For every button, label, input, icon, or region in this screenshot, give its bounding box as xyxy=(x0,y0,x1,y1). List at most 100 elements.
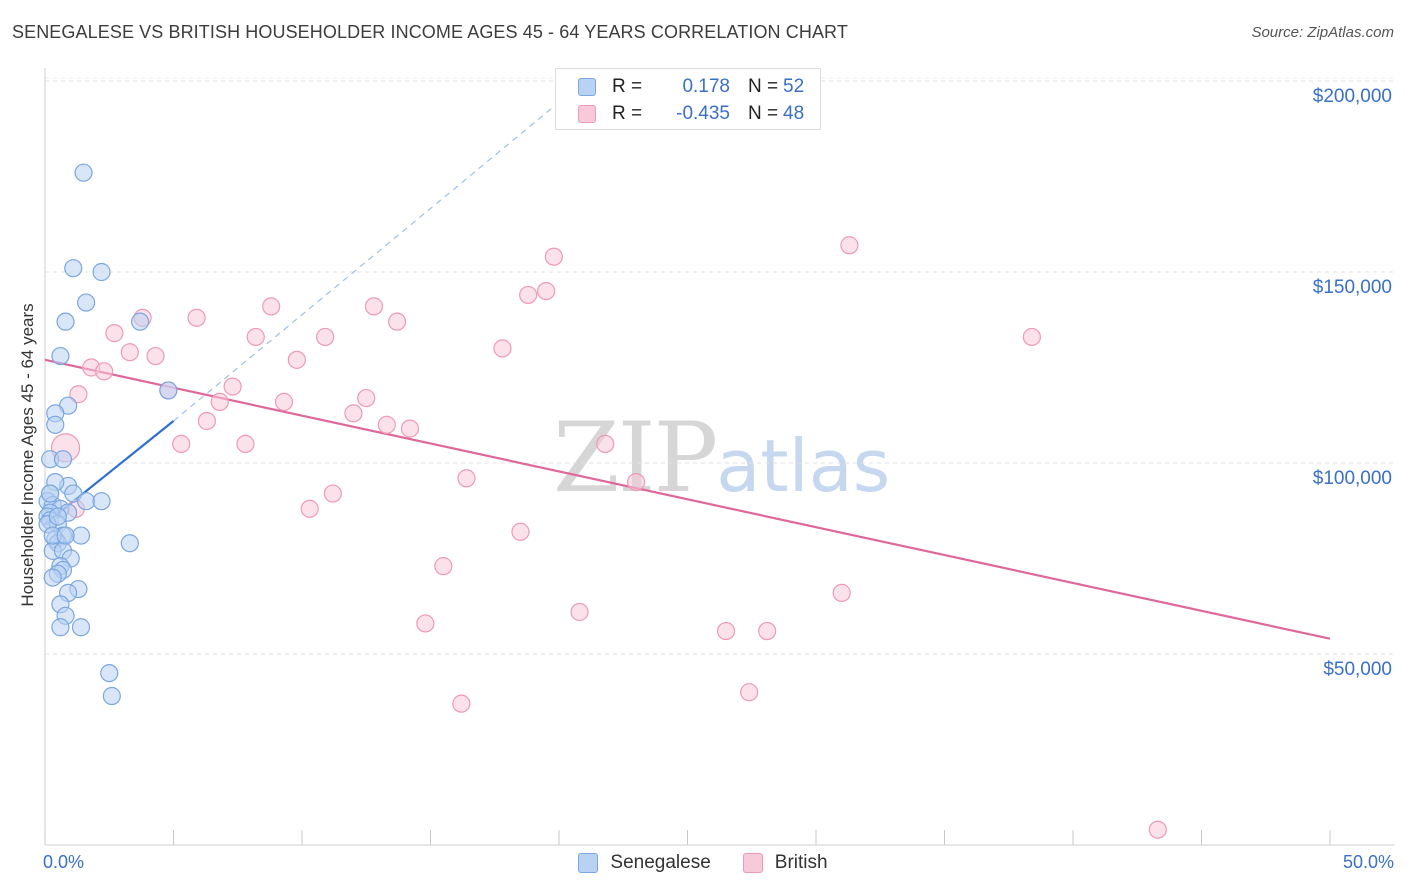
british-point xyxy=(105,324,124,343)
chart-title: SENEGALESE VS BRITISH HOUSEHOLDER INCOME… xyxy=(12,22,848,42)
n-label: N = xyxy=(748,103,779,124)
senegalese-point xyxy=(53,450,73,469)
british-point xyxy=(364,297,384,316)
british-point xyxy=(832,583,851,602)
senegalese-point xyxy=(92,262,111,282)
grid-lines xyxy=(45,77,1395,655)
senegalese-point xyxy=(130,312,150,331)
r-value: -0.435 xyxy=(676,103,730,124)
senegalese-point xyxy=(71,526,91,545)
senegalese-point xyxy=(77,293,96,312)
british-point xyxy=(626,473,646,492)
legend-item-senegalese[interactable]: Senegalese xyxy=(578,852,711,874)
british-point xyxy=(452,694,471,713)
british-point xyxy=(387,312,407,331)
trend-lines xyxy=(44,80,1331,640)
n-value: 52 xyxy=(783,76,805,97)
british-point xyxy=(95,362,114,381)
british-point xyxy=(357,388,376,408)
legend-item-british[interactable]: British xyxy=(742,852,828,874)
source-label: Source: ZipAtlas.com xyxy=(1251,24,1394,41)
british-point xyxy=(197,411,217,431)
legend-swatch-blue xyxy=(578,78,596,96)
watermark-atlas: atlas xyxy=(716,424,891,508)
british-point xyxy=(187,308,206,327)
british-point xyxy=(537,282,556,301)
legend-label-senegalese: Senegalese xyxy=(610,852,711,873)
senegalese-point xyxy=(56,526,75,545)
y-tick-label: $200,000 xyxy=(1312,86,1392,107)
axes xyxy=(44,68,1395,846)
legend-row-british: R = -0.435 N = 48 xyxy=(578,101,804,127)
senegalese-point xyxy=(74,163,93,182)
senegalese-trend-extension xyxy=(173,80,586,422)
british-point xyxy=(274,392,294,411)
british-point xyxy=(416,614,435,633)
british-point xyxy=(210,392,229,411)
legend-swatch-blue xyxy=(578,853,599,873)
r-label: R = xyxy=(612,103,643,124)
senegalese-point xyxy=(159,381,178,400)
legend-label-british: British xyxy=(774,852,828,873)
british-point xyxy=(120,343,139,362)
senegalese-point xyxy=(48,507,67,526)
british-point xyxy=(716,621,736,641)
senegalese-point xyxy=(71,618,91,637)
senegalese-point xyxy=(43,568,62,587)
n-label: N = xyxy=(748,76,779,97)
british-point xyxy=(457,469,476,488)
british-point xyxy=(316,327,335,347)
british-point xyxy=(544,247,563,266)
r-label: R = xyxy=(612,76,643,97)
british-point xyxy=(840,236,859,255)
british-point xyxy=(570,602,589,622)
british-trend-line xyxy=(44,358,1331,640)
british-point xyxy=(740,683,759,702)
correlation-legend: R = 0.178 N = 52 R = -0.435 N = 48 xyxy=(555,68,821,130)
british-point xyxy=(1148,820,1167,839)
series-legend: Senegalese British xyxy=(0,852,1406,874)
x-tick-label-max: 50.0% xyxy=(1342,852,1394,872)
senegalese-point xyxy=(41,484,60,503)
senegalese-point xyxy=(77,492,96,511)
british-point xyxy=(146,346,165,366)
british-point xyxy=(758,621,777,641)
y-axis-label: Householder Income Ages 45 - 64 years xyxy=(18,303,37,607)
british-point xyxy=(69,385,88,404)
british-point xyxy=(246,327,265,347)
legend-swatch-pink xyxy=(742,853,763,873)
y-tick-label: $150,000 xyxy=(1312,277,1392,298)
british-point xyxy=(223,377,242,396)
y-tick-label: $50,000 xyxy=(1323,659,1392,680)
senegalese-point xyxy=(102,686,121,706)
british-point xyxy=(262,297,281,316)
x-tick-label-min: 0.0% xyxy=(43,852,85,872)
senegalese-point xyxy=(120,534,139,553)
watermark-zip: ZIP xyxy=(553,402,718,514)
british-point xyxy=(377,415,396,434)
senegalese-point xyxy=(100,663,119,683)
senegalese-point xyxy=(92,492,111,511)
british-point xyxy=(596,434,615,453)
british-point xyxy=(1022,327,1041,347)
british-point xyxy=(323,484,342,503)
british-point xyxy=(434,557,453,576)
british-point xyxy=(300,499,319,518)
legend-row-senegalese: R = 0.178 N = 52 xyxy=(578,74,804,100)
british-point xyxy=(511,522,530,541)
y-tick-label: $100,000 xyxy=(1312,468,1392,489)
british-point xyxy=(519,285,538,305)
british-point xyxy=(236,434,255,453)
british-point xyxy=(287,350,306,369)
british-point xyxy=(172,434,191,453)
data-points xyxy=(38,163,1167,839)
legend-swatch-pink xyxy=(578,105,596,123)
r-value: 0.178 xyxy=(682,76,730,97)
senegalese-point xyxy=(64,259,83,278)
senegalese-point xyxy=(46,415,65,434)
british-point xyxy=(493,339,512,358)
senegalese-point xyxy=(56,312,75,331)
n-value: 48 xyxy=(783,103,805,124)
watermark: ZIPatlas xyxy=(553,402,890,514)
